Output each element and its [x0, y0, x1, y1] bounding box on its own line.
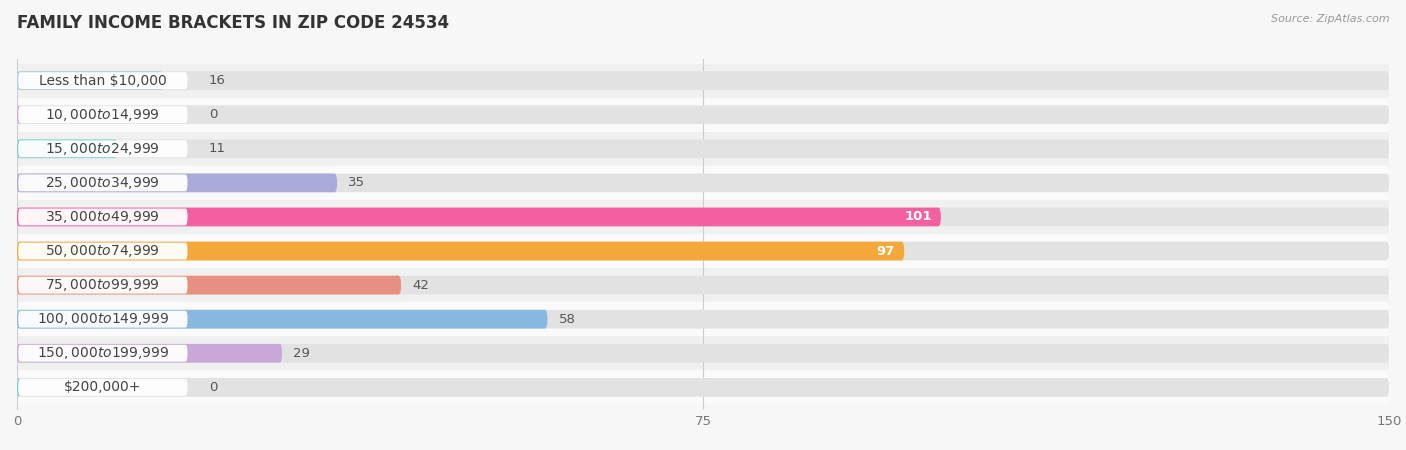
Text: 0: 0 [209, 381, 218, 394]
Text: $25,000 to $34,999: $25,000 to $34,999 [45, 175, 160, 191]
FancyBboxPatch shape [17, 71, 163, 90]
FancyBboxPatch shape [17, 310, 547, 328]
Text: FAMILY INCOME BRACKETS IN ZIP CODE 24534: FAMILY INCOME BRACKETS IN ZIP CODE 24534 [17, 14, 449, 32]
Text: $35,000 to $49,999: $35,000 to $49,999 [45, 209, 160, 225]
Bar [17, 336, 1389, 370]
Text: $10,000 to $14,999: $10,000 to $14,999 [45, 107, 160, 123]
FancyBboxPatch shape [18, 243, 187, 260]
FancyBboxPatch shape [17, 207, 1389, 226]
FancyBboxPatch shape [17, 344, 283, 363]
Bar [17, 370, 1389, 405]
Text: $75,000 to $99,999: $75,000 to $99,999 [45, 277, 160, 293]
FancyBboxPatch shape [17, 105, 21, 124]
Text: $200,000+: $200,000+ [65, 380, 142, 394]
FancyBboxPatch shape [17, 344, 1389, 363]
FancyBboxPatch shape [18, 106, 187, 123]
Text: 35: 35 [349, 176, 366, 189]
Text: 29: 29 [294, 347, 311, 360]
Bar [17, 132, 1389, 166]
Bar [17, 234, 1389, 268]
Text: 0: 0 [209, 108, 218, 121]
Bar [17, 200, 1389, 234]
Text: 16: 16 [209, 74, 226, 87]
Bar [17, 302, 1389, 336]
FancyBboxPatch shape [17, 310, 1389, 328]
Bar [17, 166, 1389, 200]
FancyBboxPatch shape [18, 345, 187, 362]
FancyBboxPatch shape [17, 140, 118, 158]
FancyBboxPatch shape [18, 311, 187, 328]
Bar [17, 63, 1389, 98]
FancyBboxPatch shape [17, 207, 941, 226]
FancyBboxPatch shape [17, 276, 401, 294]
FancyBboxPatch shape [18, 277, 187, 293]
FancyBboxPatch shape [18, 140, 187, 157]
FancyBboxPatch shape [17, 276, 1389, 294]
Text: $150,000 to $199,999: $150,000 to $199,999 [37, 345, 169, 361]
FancyBboxPatch shape [17, 71, 1389, 90]
Text: Less than $10,000: Less than $10,000 [39, 74, 167, 88]
FancyBboxPatch shape [17, 242, 904, 261]
Bar [17, 98, 1389, 132]
Text: 42: 42 [412, 279, 429, 292]
Text: 97: 97 [877, 244, 896, 257]
Text: 58: 58 [558, 313, 575, 326]
FancyBboxPatch shape [17, 378, 1389, 397]
FancyBboxPatch shape [18, 208, 187, 225]
FancyBboxPatch shape [17, 174, 337, 192]
FancyBboxPatch shape [18, 379, 187, 396]
Bar [17, 268, 1389, 302]
FancyBboxPatch shape [17, 105, 1389, 124]
Text: 101: 101 [904, 211, 932, 224]
FancyBboxPatch shape [18, 175, 187, 191]
Text: $50,000 to $74,999: $50,000 to $74,999 [45, 243, 160, 259]
FancyBboxPatch shape [17, 242, 1389, 261]
Text: Source: ZipAtlas.com: Source: ZipAtlas.com [1271, 14, 1389, 23]
FancyBboxPatch shape [17, 174, 1389, 192]
Text: $15,000 to $24,999: $15,000 to $24,999 [45, 141, 160, 157]
FancyBboxPatch shape [17, 140, 1389, 158]
FancyBboxPatch shape [18, 72, 187, 89]
FancyBboxPatch shape [17, 378, 21, 397]
Text: $100,000 to $149,999: $100,000 to $149,999 [37, 311, 169, 327]
Text: 11: 11 [209, 142, 226, 155]
